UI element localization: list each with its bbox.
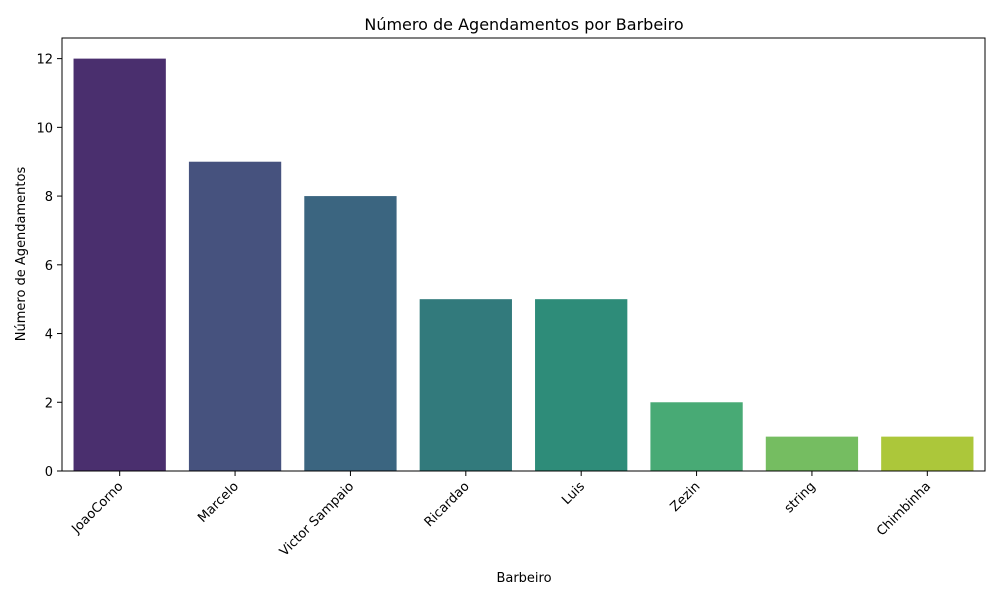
y-tick-label: 10 <box>36 121 53 136</box>
bars-group <box>73 58 974 472</box>
bar-chimbinha <box>881 436 974 471</box>
bar-victor-sampaio <box>304 196 397 472</box>
x-axis: JoaoCorno Marcelo Victor Sampaio Ricardao Lu… <box>68 471 934 560</box>
y-axis: 0 2 4 6 8 10 12 <box>36 53 62 480</box>
y-tick-label: 4 <box>45 328 53 343</box>
x-tick-label: Chimbinha <box>874 479 934 539</box>
bar-marcelo <box>188 161 282 471</box>
x-tick-label: Luis <box>559 479 588 508</box>
chart-title: Número de Agendamentos por Barbeiro <box>364 15 683 34</box>
bar-string <box>765 436 859 471</box>
bar-ricardao <box>419 299 512 471</box>
bar-luis <box>535 299 628 471</box>
y-tick-label: 6 <box>45 259 53 274</box>
y-axis-label: Número de Agendamentos <box>14 167 29 342</box>
bar-joaocorno <box>73 58 166 471</box>
y-tick-label: 12 <box>36 53 53 68</box>
y-tick-label: 0 <box>45 465 53 480</box>
y-tick-label: 2 <box>45 396 53 411</box>
x-tick-label: Marcelo <box>195 479 242 526</box>
x-tick-label: string <box>782 479 819 516</box>
bar-zezin <box>650 402 743 471</box>
x-tick-label: JoaoCorno <box>68 479 126 537</box>
x-tick-label: Ricardao <box>422 479 473 530</box>
y-tick-label: 8 <box>45 190 53 205</box>
x-tick-label: Victor Sampaio <box>277 479 357 559</box>
x-axis-label: Barbeiro <box>496 571 551 586</box>
plot-frame <box>61 37 986 472</box>
x-tick-label: Zezin <box>668 479 704 515</box>
